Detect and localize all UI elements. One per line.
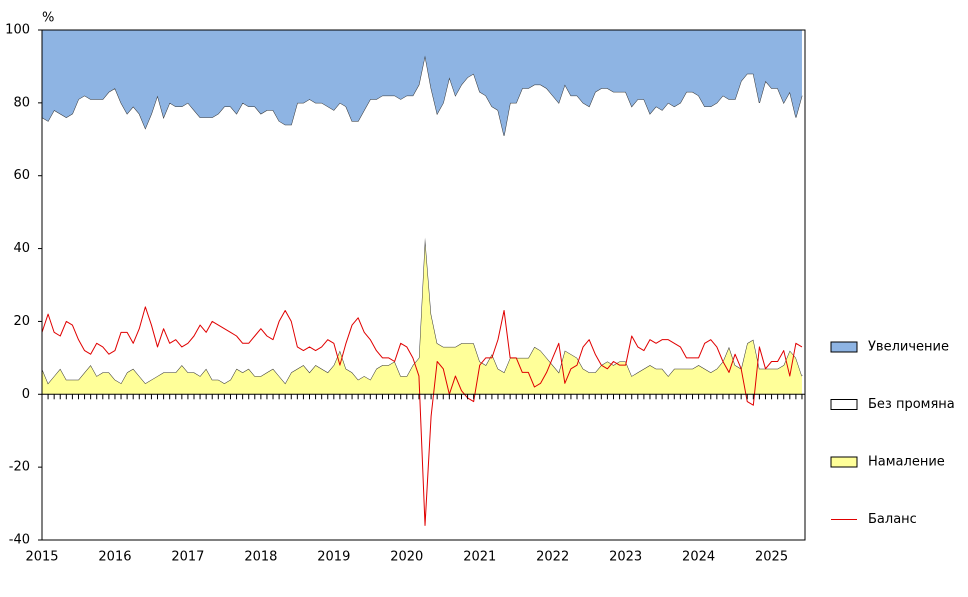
x-tick-label: 2025 bbox=[755, 550, 788, 565]
area bbox=[42, 30, 802, 136]
x-tick-label: 2022 bbox=[536, 550, 569, 565]
area bbox=[42, 237, 802, 395]
y-unit: % bbox=[42, 11, 54, 26]
y-tick-label: 20 bbox=[13, 314, 30, 329]
x-tick-label: 2017 bbox=[171, 550, 204, 565]
legend-label: Увеличение bbox=[868, 340, 949, 355]
line bbox=[41, 306, 803, 526]
x-tick-label: 2019 bbox=[317, 550, 350, 565]
legend-label: Без промяна bbox=[868, 397, 955, 412]
x-tick-label: 2024 bbox=[682, 550, 715, 565]
y-tick-label: -20 bbox=[9, 460, 30, 475]
x-tick-label: 2021 bbox=[463, 550, 496, 565]
x-tick-label: 2015 bbox=[25, 550, 58, 565]
x-tick-label: 2023 bbox=[609, 550, 642, 565]
x-tick-label: 2016 bbox=[98, 550, 131, 565]
y-tick-label: 0 bbox=[22, 387, 30, 402]
y-tick-label: 100 bbox=[5, 23, 30, 38]
area bbox=[42, 55, 802, 384]
legend-swatch bbox=[830, 456, 858, 468]
legend-label: Намаление bbox=[868, 455, 945, 470]
x-tick-label: 2020 bbox=[390, 550, 423, 565]
x-tick-label: 2018 bbox=[244, 550, 277, 565]
legend-swatch bbox=[830, 341, 858, 353]
legend-swatch bbox=[830, 399, 858, 410]
y-tick-label: 40 bbox=[13, 241, 30, 256]
y-tick-label: 80 bbox=[13, 95, 30, 110]
legend-label: Баланс bbox=[868, 512, 917, 527]
y-tick-label: -40 bbox=[9, 533, 30, 548]
y-tick-label: 60 bbox=[13, 168, 30, 183]
plot-frame bbox=[41, 29, 806, 541]
